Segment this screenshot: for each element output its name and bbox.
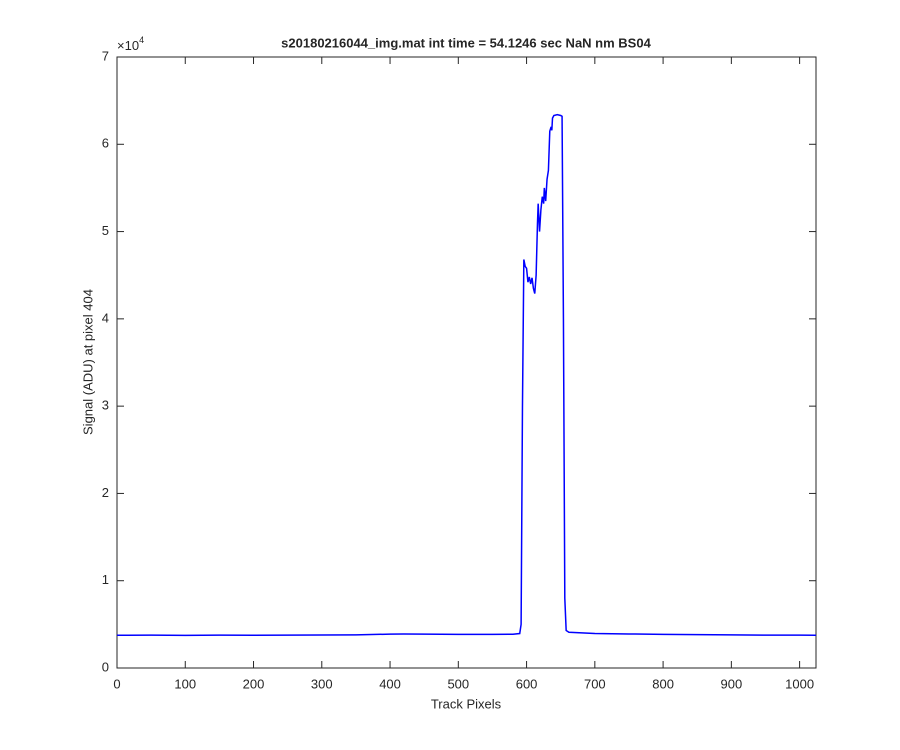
x-tick-label: 400 (379, 676, 401, 691)
y-tick-label: 6 (102, 136, 109, 151)
x-axis-label: Track Pixels (431, 696, 502, 711)
plot-box (116, 56, 817, 669)
y-tick-label: 3 (102, 398, 109, 413)
x-tick-label: 800 (652, 676, 674, 691)
y-axis-label: Signal (ADU) at pixel 404 (80, 289, 95, 435)
y-offset-exponent: 4 (139, 35, 144, 45)
y-tick-label: 1 (102, 572, 109, 587)
x-tick-label: 200 (243, 676, 265, 691)
y-offset-base: ×10 (117, 38, 139, 53)
y-offset-label: ×104 (117, 35, 144, 53)
chart-title: s20180216044_img.mat int time = 54.1246 … (281, 35, 651, 50)
x-tick-label: 900 (721, 676, 743, 691)
y-tick-label: 5 (102, 223, 109, 238)
y-tick-label: 2 (102, 485, 109, 500)
y-tick-label: 4 (102, 310, 109, 325)
x-tick-label: 0 (113, 676, 120, 691)
x-tick-label: 1000 (785, 676, 814, 691)
x-tick-label: 500 (447, 676, 469, 691)
x-tick-label: 100 (174, 676, 196, 691)
y-tick-label: 0 (102, 659, 109, 674)
x-tick-label: 600 (516, 676, 538, 691)
data-line (116, 113, 817, 637)
x-tick-label: 300 (311, 676, 333, 691)
x-tick-label: 700 (584, 676, 606, 691)
y-tick-label: 7 (102, 48, 109, 63)
